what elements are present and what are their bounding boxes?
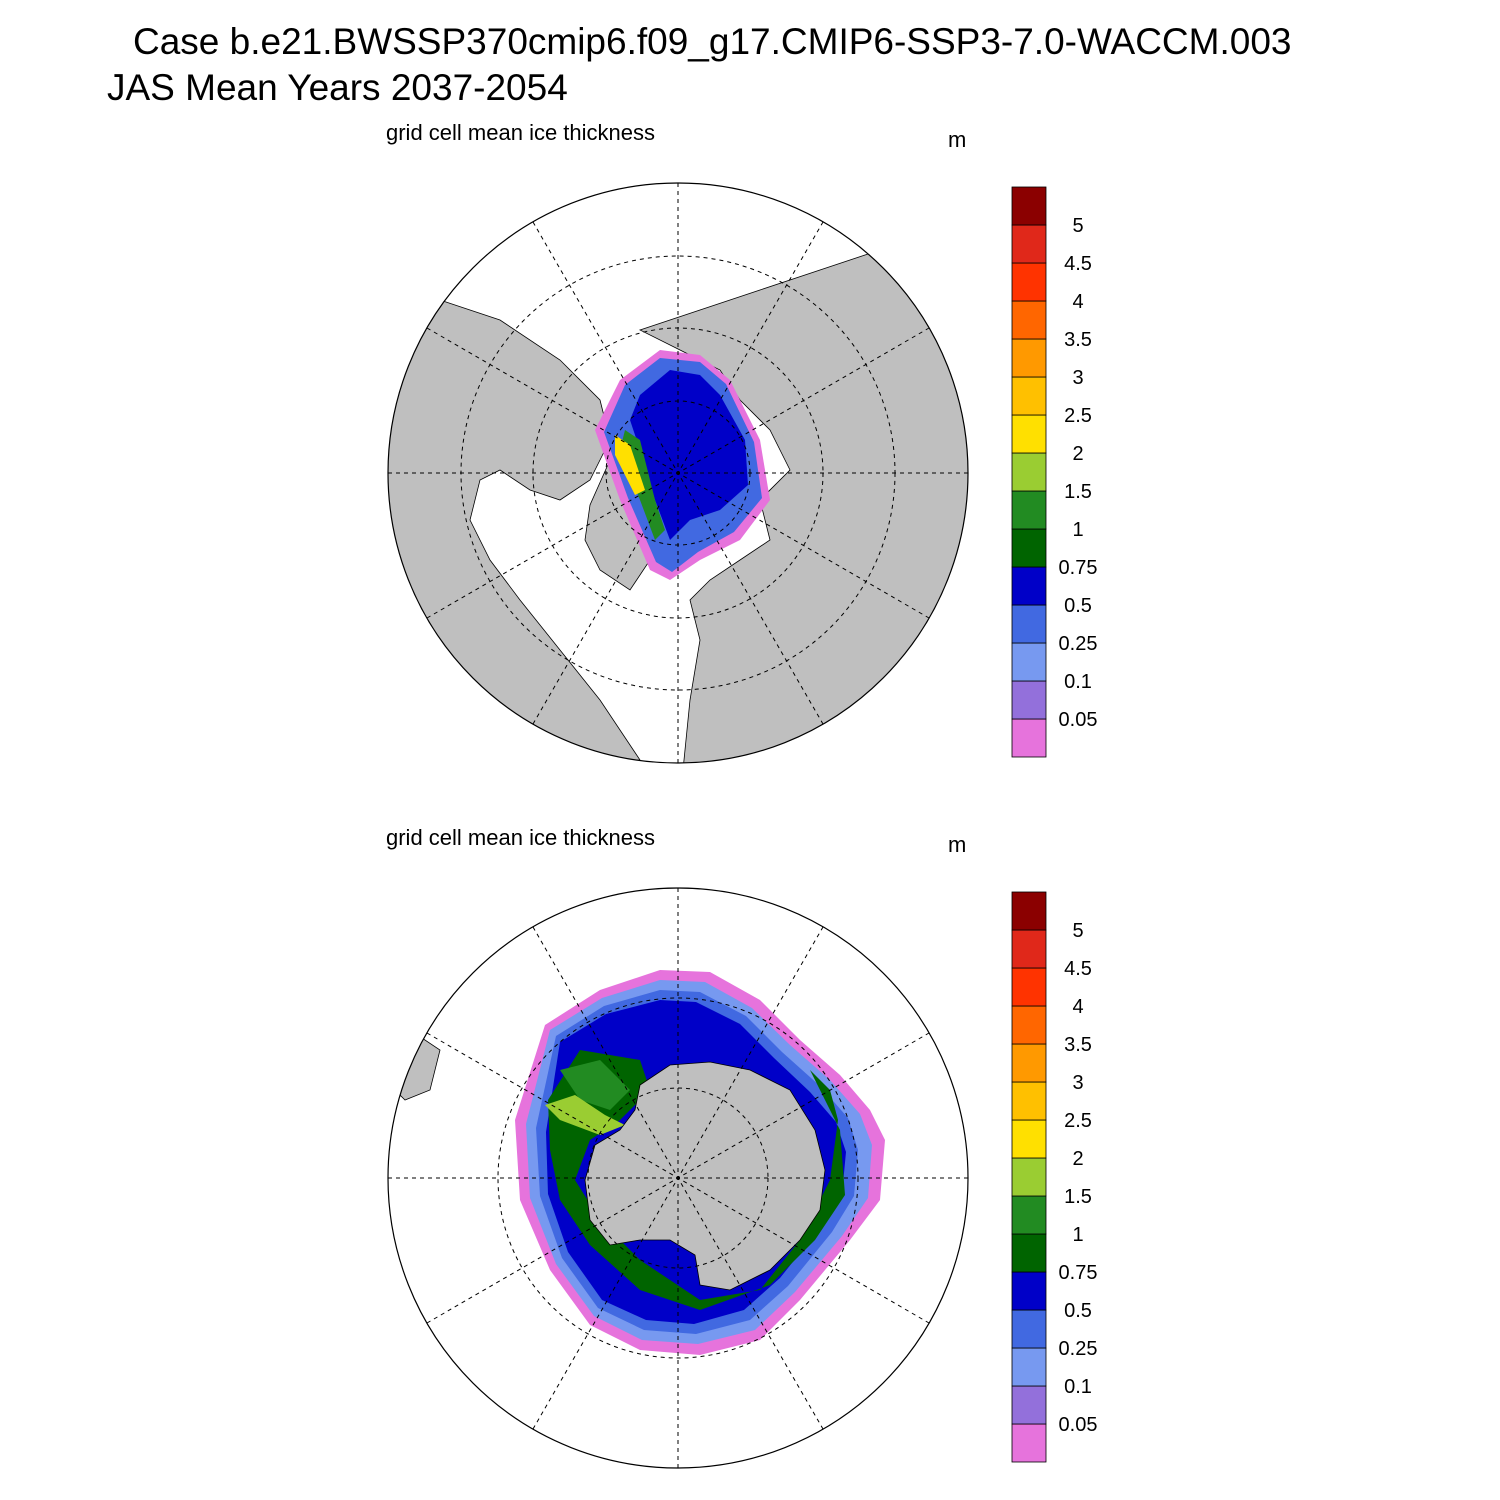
- colorbar-tick-label: 3: [1072, 367, 1083, 389]
- antarctic-ice-thick: [548, 1050, 845, 1310]
- north-panel-variable-label: grid cell mean ice thickness: [386, 120, 656, 145]
- colorbar-box: [1011, 414, 1047, 454]
- colorbar-tick-label: 0.5: [1064, 1300, 1092, 1322]
- colorbar-box: [1011, 604, 1047, 644]
- figure-title-case: Case b.e21.BWSSP370cmip6.f09_g17.CMIP6-S…: [133, 21, 1292, 62]
- colorbar-tick-label: 0.75: [1059, 1262, 1098, 1284]
- colorbar-box: [1011, 1005, 1047, 1045]
- colorbar-tick-label: 1.5: [1064, 481, 1092, 503]
- south-panel-variable-label: grid cell mean ice thickness: [386, 825, 656, 850]
- colorbar-tick-label: 0.05: [1059, 709, 1098, 731]
- south-colorbar: 0.05 0.1 0.25 0.5 0.75 1 1.5 2 2.5 3 3.5 4 4.5 5: [1011, 891, 1098, 1463]
- north-graticule: [388, 183, 968, 763]
- colorbar-tick-label: 3.5: [1064, 329, 1092, 351]
- colorbar-box: [1011, 528, 1047, 568]
- antarctic-ice-thicker: [560, 1060, 630, 1110]
- colorbar-box: [1011, 300, 1047, 340]
- colorbar-box: [1011, 680, 1047, 720]
- colorbar-tick-label: 1: [1072, 1224, 1083, 1246]
- colorbar-box: [1011, 967, 1047, 1007]
- south-map-border: [387, 887, 969, 1469]
- colorbar-box: [1011, 1081, 1047, 1121]
- colorbar-box: [1011, 1119, 1047, 1159]
- colorbar-box: [1011, 376, 1047, 416]
- north-panel-units-label: m: [948, 127, 967, 152]
- north-colorbar: 0.05 0.1 0.25 0.5 0.75 1 1.5 2 2.5 3 3.5 4 4.5 5: [1011, 186, 1098, 758]
- eurasia-landmass: [638, 249, 968, 763]
- colorbar-box: [1011, 1309, 1047, 1349]
- colorbar-box: [1011, 262, 1047, 302]
- colorbar-box: [1011, 1385, 1047, 1425]
- colorbar-box: [1011, 1043, 1047, 1083]
- colorbar-box: [1011, 186, 1047, 226]
- colorbar-box: [1011, 1347, 1047, 1387]
- colorbar-box: [1011, 452, 1047, 492]
- colorbar-tick-label: 0.5: [1064, 595, 1092, 617]
- figure-title-season: JAS Mean Years 2037-2054: [107, 67, 568, 108]
- colorbar-tick-label: 2: [1072, 443, 1083, 465]
- colorbar-box: [1011, 718, 1047, 758]
- colorbar-box: [1011, 1195, 1047, 1235]
- colorbar-tick-label: 2.5: [1064, 405, 1092, 427]
- colorbar-tick-label: 0.25: [1059, 1338, 1098, 1360]
- south-graticule: [388, 888, 968, 1468]
- colorbar-tick-label: 4.5: [1064, 253, 1092, 275]
- north-map-border: [387, 182, 969, 764]
- colorbar-tick-label: 3.5: [1064, 1034, 1092, 1056]
- colorbar-tick-label: 0.1: [1064, 671, 1092, 693]
- colorbar-box: [1011, 929, 1047, 969]
- colorbar-box: [1011, 338, 1047, 378]
- south-panel-units-label: m: [948, 832, 967, 857]
- south-polar-map: [387, 887, 969, 1469]
- colorbar-tick-label: 0.75: [1059, 557, 1098, 579]
- colorbar-tick-label: 2.5: [1064, 1110, 1092, 1132]
- colorbar-tick-label: 4: [1072, 291, 1083, 313]
- colorbar-tick-label: 1: [1072, 519, 1083, 541]
- colorbar-box: [1011, 642, 1047, 682]
- colorbar-box: [1011, 1233, 1047, 1273]
- colorbar-tick-label: 0.25: [1059, 633, 1098, 655]
- colorbar-tick-label: 4.5: [1064, 958, 1092, 980]
- colorbar-tick-label: 2: [1072, 1148, 1083, 1170]
- arctic-ice-core: [630, 370, 748, 540]
- colorbar-tick-label: 5: [1072, 215, 1083, 237]
- north-polar-map: [387, 182, 969, 764]
- arctic-ice-thickest-band: [615, 435, 645, 495]
- colorbar-box: [1011, 490, 1047, 530]
- colorbar-box: [1011, 224, 1047, 264]
- colorbar-tick-label: 5: [1072, 920, 1083, 942]
- colorbar-tick-label: 3: [1072, 1072, 1083, 1094]
- colorbar-tick-label: 0.1: [1064, 1376, 1092, 1398]
- colorbar-box: [1011, 1271, 1047, 1311]
- colorbar-tick-label: 1.5: [1064, 1186, 1092, 1208]
- colorbar-box: [1011, 1423, 1047, 1463]
- colorbar-box: [1011, 566, 1047, 606]
- colorbar-box: [1011, 1157, 1047, 1197]
- colorbar-box: [1011, 891, 1047, 931]
- colorbar-tick-label: 0.05: [1059, 1414, 1098, 1436]
- antarctica-landmass: [584, 1061, 826, 1291]
- colorbar-tick-label: 4: [1072, 996, 1083, 1018]
